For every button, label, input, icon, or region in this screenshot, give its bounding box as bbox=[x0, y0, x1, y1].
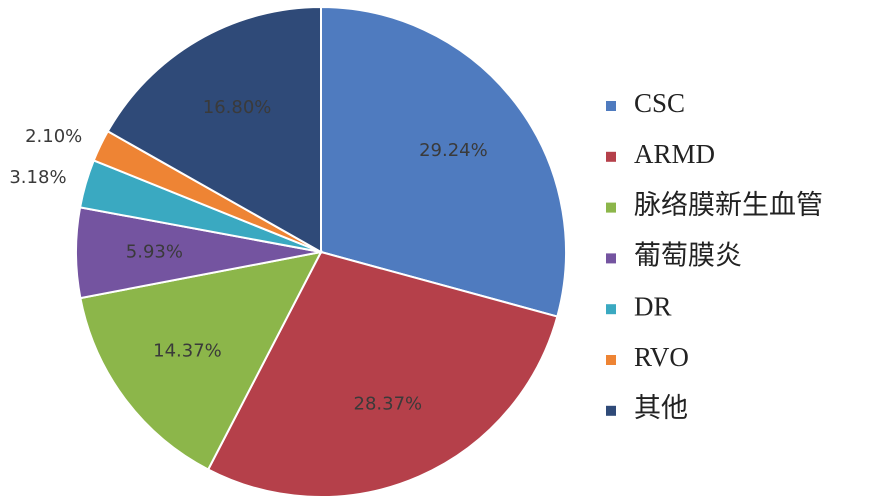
data-label: 28.37% bbox=[354, 394, 423, 415]
legend-swatch bbox=[606, 304, 616, 315]
data-label: 3.18% bbox=[9, 167, 66, 188]
legend-swatch bbox=[606, 101, 616, 111]
legend-label: ARMD bbox=[634, 139, 715, 169]
legend-swatch bbox=[606, 253, 616, 264]
legend-label: 其他 bbox=[634, 393, 688, 423]
legend-label: RVO bbox=[634, 342, 689, 372]
pie-slice bbox=[79, 250, 323, 471]
legend-swatch bbox=[606, 151, 616, 162]
data-label: 14.37% bbox=[153, 341, 222, 362]
legend-label: 葡萄膜炎 bbox=[634, 241, 742, 271]
pie-slice bbox=[106, 5, 322, 254]
data-label: 5.93% bbox=[126, 241, 183, 262]
legend-label: DR bbox=[634, 291, 672, 321]
legend-swatch bbox=[606, 405, 616, 416]
data-label: 29.24% bbox=[419, 140, 488, 161]
legend-label: 脉络膜新生血管 bbox=[634, 190, 823, 220]
legend-swatch bbox=[606, 355, 616, 365]
pie-slice bbox=[206, 250, 559, 498]
legend-label: CSC bbox=[634, 88, 685, 118]
data-label: 2.10% bbox=[25, 126, 82, 147]
data-label: 16.80% bbox=[203, 97, 272, 118]
pie-slice bbox=[320, 5, 567, 318]
legend-swatch bbox=[606, 202, 616, 213]
